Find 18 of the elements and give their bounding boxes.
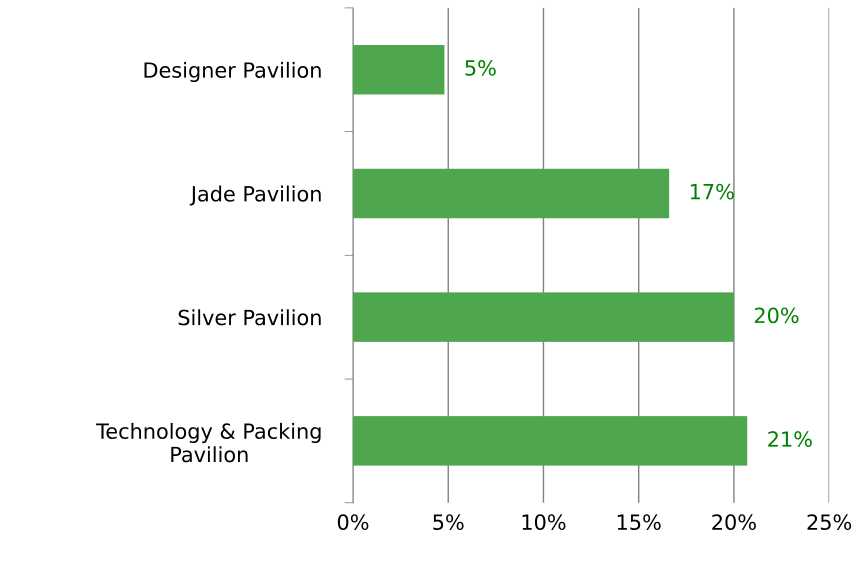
x-tick-label: 25% <box>808 514 852 530</box>
bar <box>353 292 734 342</box>
x-tick-label: 15% <box>618 514 661 530</box>
x-tick-label: 10% <box>522 514 566 530</box>
x-tick-label: 5% <box>433 514 464 530</box>
y-tick-label: Silver Pavilion <box>178 309 321 326</box>
data-label: 21% <box>768 431 812 447</box>
bar <box>353 168 670 218</box>
y-tick-label: Jade Pavilion <box>190 186 321 206</box>
x-tick-label: 20% <box>712 514 756 530</box>
x-tick-label: 0% <box>338 514 368 530</box>
data-label: 5% <box>465 60 496 76</box>
data-label: 20% <box>754 307 799 324</box>
y-tick-label: Technology & Packing Pavilion <box>96 422 321 462</box>
bar <box>353 416 748 466</box>
data-label: 17% <box>690 184 734 200</box>
bar <box>353 45 444 94</box>
y-tick-label: Designer Pavilion <box>144 62 321 82</box>
